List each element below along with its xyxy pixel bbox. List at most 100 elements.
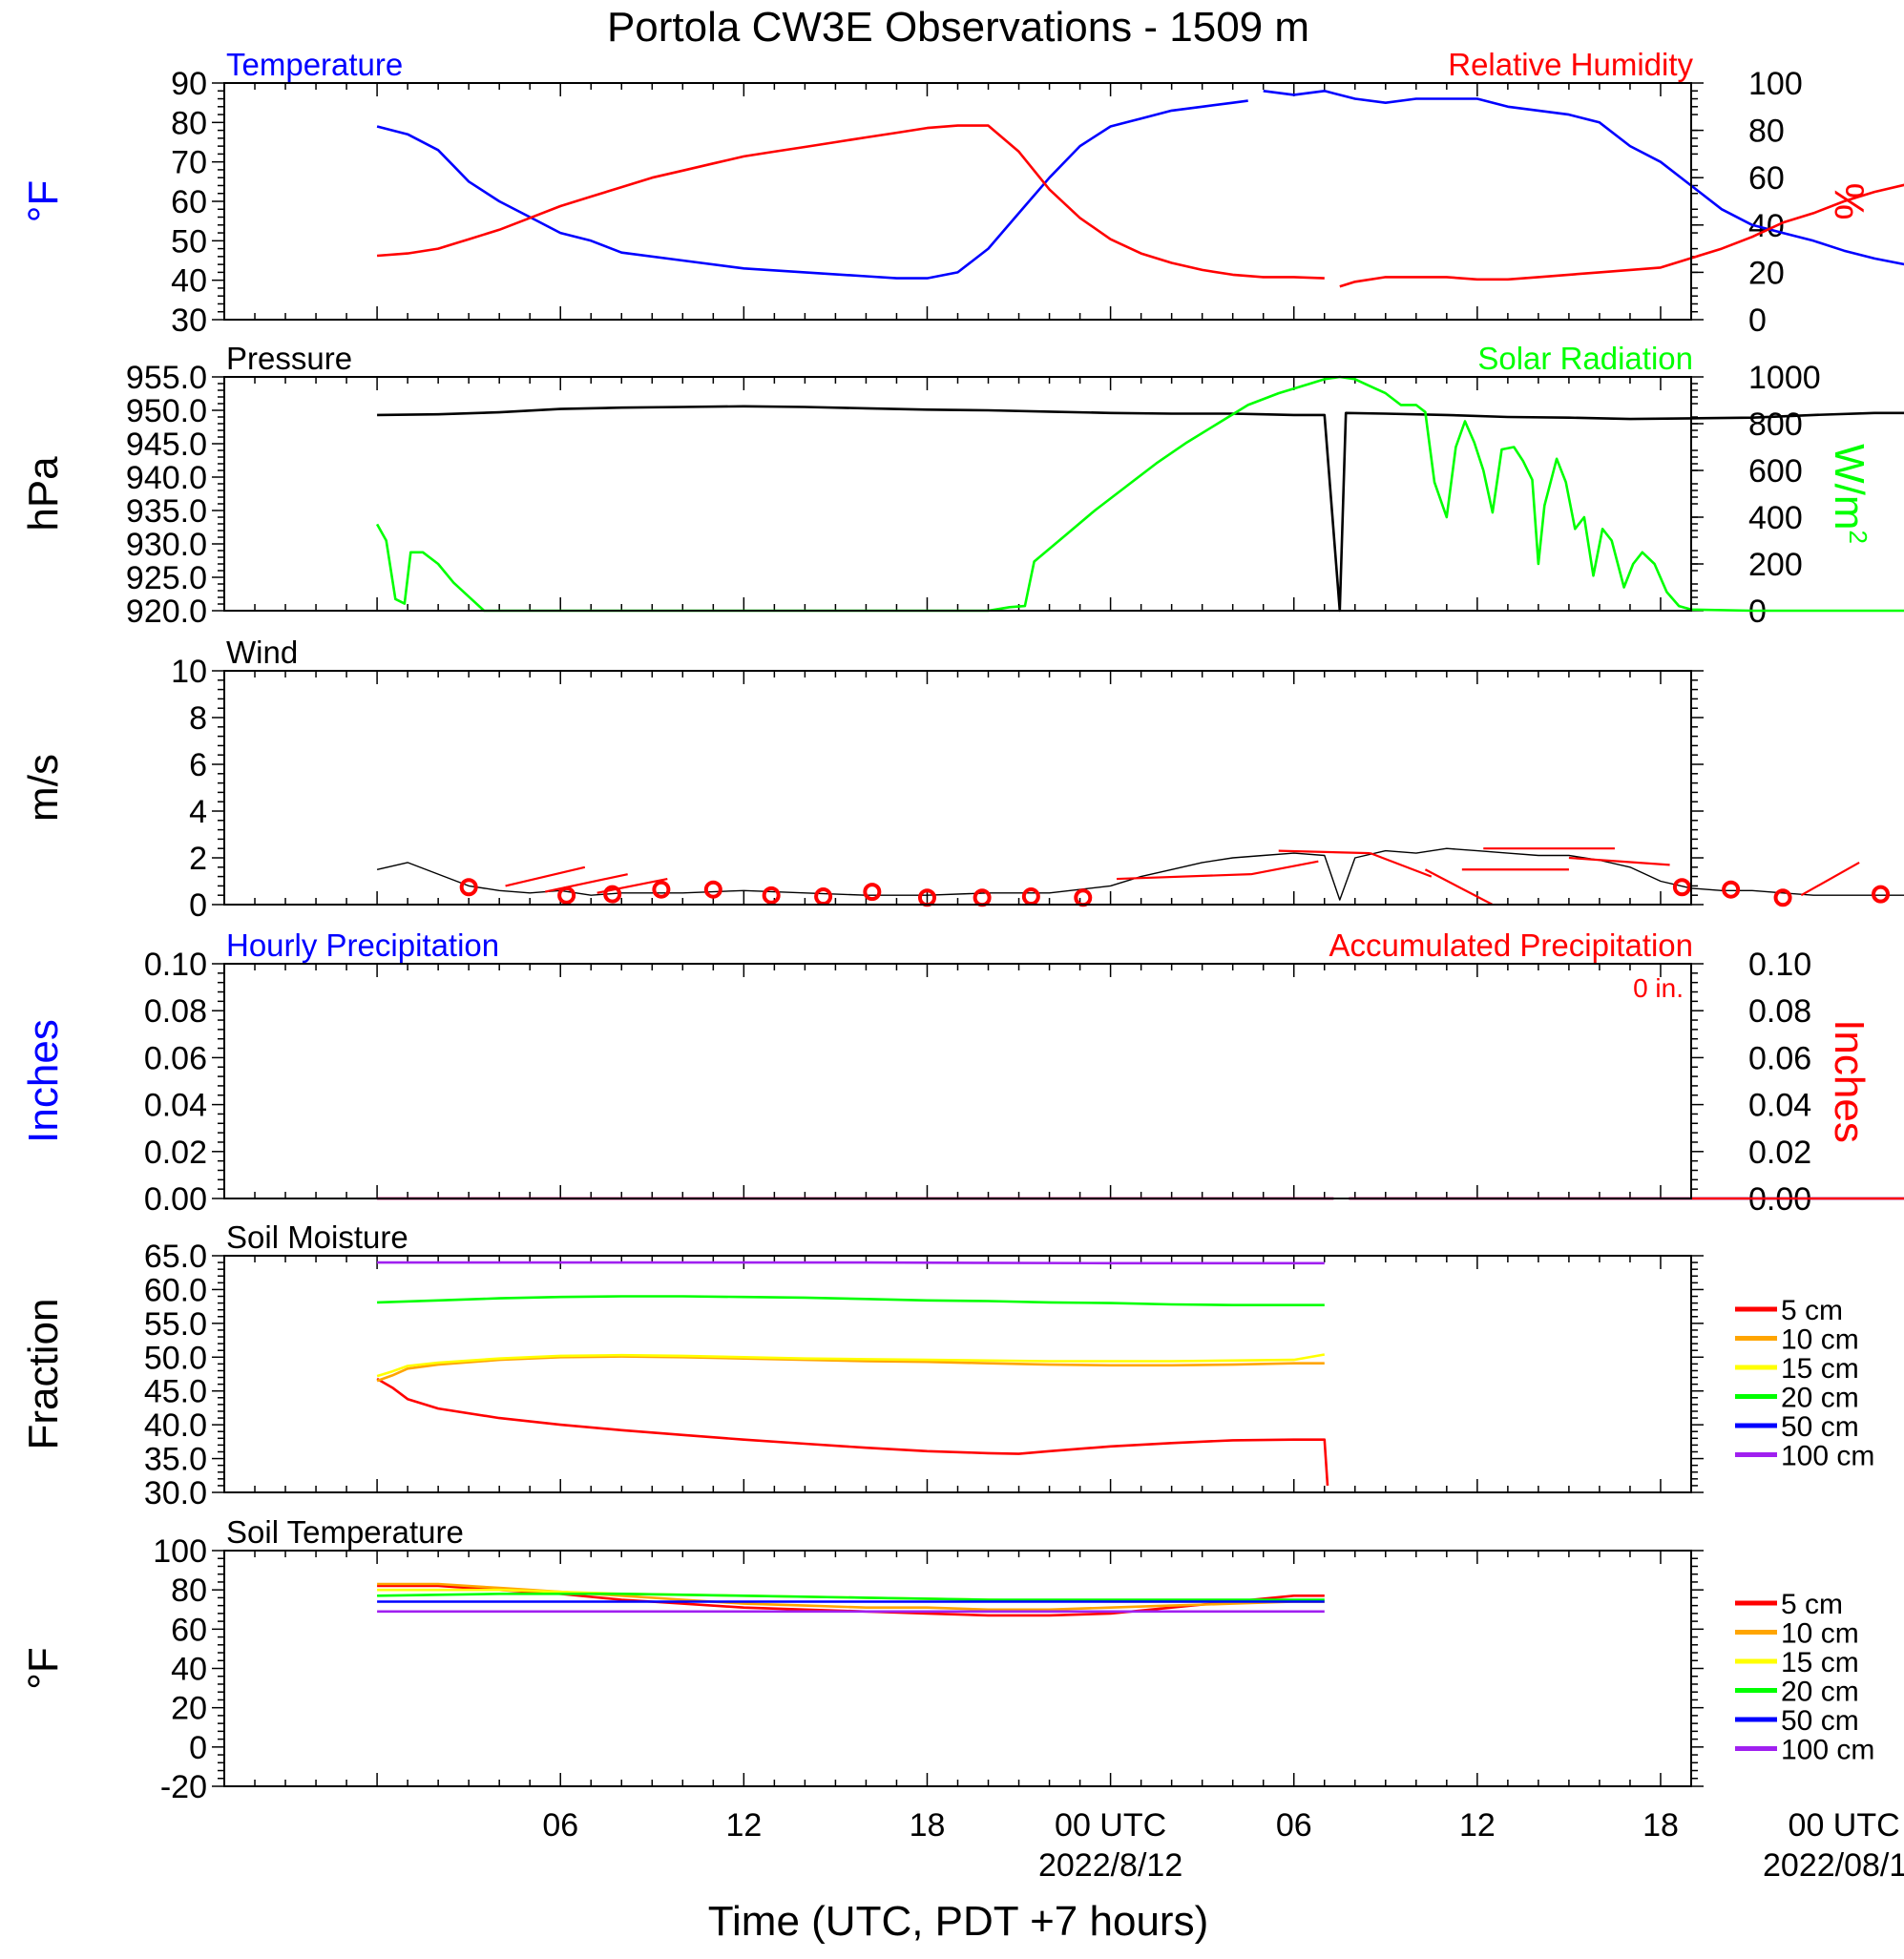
- panel-frame: [223, 82, 1692, 321]
- calm-wind-marker: [652, 880, 671, 899]
- y-tick-label: 6: [189, 747, 207, 783]
- y-axis-label: Inches: [20, 1019, 67, 1143]
- y-axis-label: Fraction: [20, 1299, 67, 1450]
- x-axis-label: Time (UTC, PDT +7 hours): [708, 1898, 1208, 1945]
- series-line: [376, 99, 1248, 280]
- panel-title-right: Relative Humidity: [1448, 47, 1693, 82]
- y-axis-label-right: Inches: [1826, 1019, 1873, 1143]
- calm-wind-marker: [1722, 880, 1741, 899]
- calm-wind-marker: [814, 887, 833, 907]
- y-tick-label: 80: [171, 105, 207, 141]
- y-tick-label-right: 0.08: [1748, 993, 1811, 1030]
- panel-frame: [223, 376, 1692, 612]
- y-tick-label: 940.0: [126, 460, 207, 496]
- panel-2: 920.0925.0930.0935.0940.0945.0950.0955.0…: [20, 341, 1904, 630]
- y-tick-label-right: 800: [1748, 406, 1803, 443]
- y-tick-label: 40.0: [144, 1407, 207, 1444]
- y-tick-label: 955.0: [126, 360, 207, 396]
- y-tick-label-right: 1000: [1748, 360, 1821, 396]
- y-tick-label: 0.10: [144, 947, 207, 983]
- calm-wind-marker: [762, 886, 781, 905]
- legend-label: 50 cm: [1781, 1411, 1859, 1443]
- y-tick-label: 930.0: [126, 527, 207, 563]
- y-tick-label: 0.08: [144, 993, 207, 1030]
- y-tick-label: 920.0: [126, 594, 207, 630]
- panel-title-right: Solar Radiation: [1477, 341, 1693, 376]
- y-tick-label: 925.0: [126, 560, 207, 596]
- x-date-label: 2022/08/13: [1763, 1847, 1904, 1884]
- y-tick-label-right: 0.02: [1748, 1135, 1811, 1171]
- y-tick-label: 65.0: [144, 1239, 207, 1275]
- series-line: [1339, 183, 1904, 288]
- panel-4: 0.000.020.040.060.080.100.000.020.040.06…: [20, 927, 1904, 1218]
- calm-wind-marker: [1672, 878, 1691, 897]
- series-line: [377, 1295, 1325, 1306]
- legend-label: 10 cm: [1781, 1618, 1859, 1650]
- y-tick-label: 70: [171, 145, 207, 181]
- series-line: [375, 375, 1904, 613]
- y-axis-label: m/s: [20, 754, 67, 822]
- wind-barb: [1424, 868, 1494, 906]
- calm-wind-marker: [603, 885, 622, 904]
- y-tick-label-right: 60: [1748, 160, 1785, 197]
- y-tick-label: 60.0: [144, 1272, 207, 1308]
- calm-wind-marker: [1021, 887, 1040, 907]
- panel-title-left: Soil Moisture: [226, 1219, 408, 1255]
- y-tick-label: 60: [171, 1612, 207, 1648]
- y-tick-label: 30: [171, 302, 207, 339]
- legend-label: 20 cm: [1781, 1383, 1859, 1414]
- y-tick-label: 0.04: [144, 1088, 207, 1124]
- unit-superscript: 2: [1844, 530, 1873, 543]
- calm-wind-marker: [863, 883, 882, 902]
- legend-label: 5 cm: [1781, 1589, 1843, 1620]
- panel-title-left: Pressure: [226, 341, 352, 376]
- x-tick-label: 06: [542, 1807, 578, 1844]
- y-tick-label-right: 20: [1748, 255, 1785, 291]
- y-tick-label-right: 200: [1748, 547, 1803, 583]
- series-line: [377, 124, 1325, 280]
- panel-title-left: Soil Temperature: [226, 1514, 464, 1550]
- wind-barb: [596, 877, 668, 894]
- y-tick-label-right: 0.10: [1748, 947, 1811, 983]
- wind-barb: [544, 873, 628, 893]
- wind-barb: [1568, 856, 1670, 866]
- wind-barb: [1250, 860, 1319, 876]
- legend-label: 15 cm: [1781, 1647, 1859, 1678]
- series-line: [376, 1353, 1326, 1378]
- panel-title-left: Hourly Precipitation: [226, 927, 499, 963]
- x-tick-label: 18: [1642, 1807, 1679, 1844]
- y-tick-label: 35.0: [144, 1442, 207, 1478]
- y-axis-label-right: %: [1826, 182, 1873, 219]
- panel-frame: [223, 963, 1692, 1199]
- y-tick-label-right: 600: [1748, 453, 1803, 490]
- y-tick-label: 30.0: [144, 1475, 207, 1511]
- calm-wind-marker: [1872, 885, 1891, 904]
- y-tick-label-right: 100: [1748, 66, 1803, 102]
- series-line: [377, 1593, 1325, 1601]
- y-tick-label: 0: [189, 887, 207, 924]
- y-tick-label: 45.0: [144, 1374, 207, 1410]
- calm-wind-marker: [703, 880, 722, 899]
- y-tick-label: 90: [171, 66, 207, 102]
- panel-title-left: Wind: [226, 635, 298, 670]
- y-tick-label: 2: [189, 841, 207, 877]
- panel-title-right: Accumulated Precipitation: [1329, 927, 1693, 963]
- y-axis-label-right: W/m2: [1826, 444, 1873, 544]
- y-tick-label: 40: [171, 1652, 207, 1688]
- y-tick-label-right: 80: [1748, 114, 1785, 150]
- panel-frame: [223, 670, 1692, 906]
- wind-barb: [1800, 861, 1860, 897]
- legend-label: 5 cm: [1781, 1295, 1843, 1326]
- y-tick-label: 945.0: [126, 427, 207, 463]
- x-tick-label: 12: [725, 1807, 762, 1844]
- y-axis-label: hPa: [20, 456, 67, 531]
- panel-title-left: Temperature: [226, 47, 403, 82]
- y-axis-label: °F: [20, 180, 67, 222]
- x-tick-label: 18: [910, 1807, 946, 1844]
- x-date-label: 2022/8/12: [1038, 1847, 1182, 1884]
